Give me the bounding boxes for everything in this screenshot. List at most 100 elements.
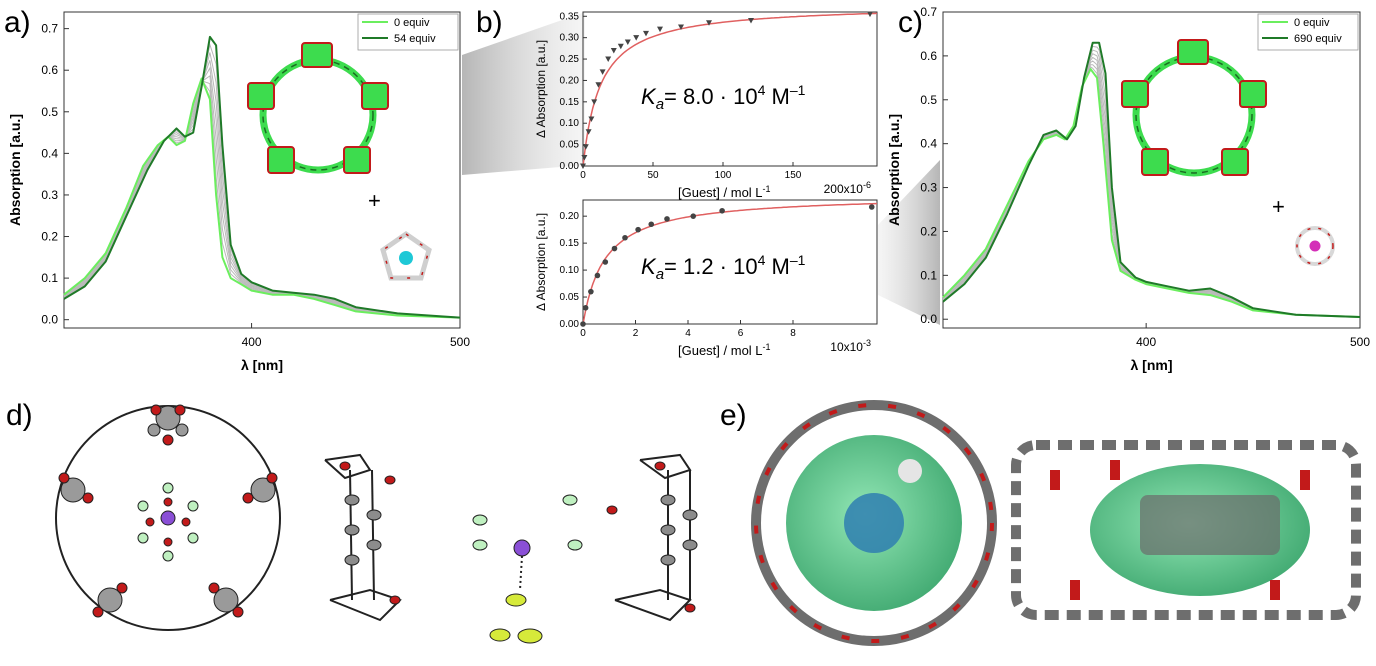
data-point: [580, 321, 586, 327]
data-point: [585, 129, 592, 135]
ka-annotation: Ka= 8.0 · 104 M–1: [641, 82, 806, 113]
x-axis-title: [Guest] / mol L-1: [678, 184, 771, 200]
y-tick-label: 0.10: [560, 265, 580, 276]
data-point: [635, 226, 641, 233]
data-point: [591, 99, 598, 105]
panel-label-c: c): [898, 6, 923, 39]
y-axis-title: Absorption [a.u.]: [7, 114, 23, 226]
y-tick-label: 0.00: [560, 319, 580, 330]
intermediate-trace: [942, 66, 1360, 318]
y-tick-label: 0.7: [920, 5, 937, 19]
plot-frame-b_bottom: [582, 199, 878, 325]
data-point: [657, 26, 663, 33]
plot-frame-a: [63, 11, 461, 329]
data-point: [622, 234, 628, 241]
data-point: [605, 56, 612, 63]
x-multiplier: 200x10-6: [824, 180, 871, 196]
y-tick-label: 0.0: [41, 313, 58, 327]
x-tick-label: 500: [450, 335, 470, 349]
legend-label: 0 equiv: [394, 17, 430, 29]
data-point: [610, 48, 617, 54]
legend-box: [357, 13, 459, 51]
y-tick-label: 0.6: [920, 49, 937, 63]
data-point: [643, 30, 649, 37]
x-tick-label: 100: [715, 170, 732, 181]
data-point: [706, 20, 712, 26]
x-tick-label: 8: [790, 328, 796, 339]
side-metal-ion: [513, 539, 531, 557]
data-point: [748, 18, 754, 24]
panel-label-a: a): [4, 6, 31, 39]
x-tick-label: 4: [685, 328, 691, 339]
fit-curve: [582, 12, 878, 167]
y-tick-label: 0.1: [920, 268, 937, 282]
ka-annotation: Ka= 1.2 · 104 M–1: [641, 252, 806, 283]
y-tick-label: 0.05: [560, 292, 580, 303]
x-multiplier: 10x10-3: [830, 338, 871, 354]
central-metal-ion: [160, 510, 176, 526]
series-line-end: [63, 35, 461, 319]
panel-label-e: e): [720, 399, 747, 432]
y-tick-label: 0.5: [41, 105, 58, 119]
intermediate-trace: [942, 56, 1360, 318]
chart-b-bottom: 0.00 0.05 0.10 0.15 0.20 0 2 4 6 8 10x10-3 [Guest] …: [534, 199, 878, 358]
y-tick-label: 0.35: [560, 11, 580, 22]
data-point: [602, 259, 609, 265]
fit-curve: [582, 202, 877, 325]
panel-label-b: b): [476, 6, 503, 39]
legend-label: 0 equiv: [1294, 17, 1330, 29]
y-tick-label: 0.20: [560, 211, 580, 222]
intermediate-trace: [942, 53, 1360, 318]
legend-label: 690 equiv: [1294, 33, 1342, 45]
chart-c: 0.0 0.1 0.2 0.3 0.4 0.5 0.6 0.7 400 500 λ [nm] Abso…: [886, 5, 1370, 373]
intermediate-trace: [942, 60, 1360, 318]
y-tick-label: 0.1: [41, 271, 58, 285]
x-tick-label: 50: [647, 170, 659, 181]
legend-label: 54 equiv: [394, 33, 436, 45]
y-tick-label: 0.25: [560, 54, 580, 65]
cage-molecule-inset-a: [247, 42, 389, 174]
intermediate-trace: [942, 64, 1360, 318]
y-axis-title: Absorption [a.u.]: [886, 114, 902, 226]
zoom-wedge-a: [462, 12, 585, 175]
cage-molecule-inset-c: [1121, 39, 1267, 177]
data-point: [594, 272, 601, 279]
data-point: [868, 204, 875, 210]
x-tick-label: 400: [242, 335, 262, 349]
y-tick-label: 0.2: [41, 230, 58, 244]
host-guest-model-front: [751, 400, 997, 646]
series-line-start: [63, 77, 461, 319]
crystal-structure-side-view: [324, 453, 698, 644]
data-point: [588, 116, 595, 122]
y-tick-label: 0.6: [41, 63, 58, 77]
y-tick-label: 0.05: [560, 140, 580, 151]
y-tick-label: 0.00: [560, 161, 580, 172]
y-tick-label: 0.3: [41, 188, 58, 202]
data-point: [580, 163, 586, 169]
y-tick-label: 0.4: [41, 146, 58, 160]
data-point: [867, 11, 873, 18]
chart-a: 0.0 0.1 0.2 0.3 0.4 0.5 0.6 0.7 400 500 λ [nm] Abso…: [7, 11, 470, 373]
x-tick-label: 0: [580, 328, 586, 339]
data-point: [595, 82, 602, 88]
panel-label-d: d): [6, 399, 33, 432]
data-point: [719, 207, 725, 214]
data-point: [582, 144, 589, 150]
crown-guest-inset-a: [380, 230, 432, 281]
data-point: [611, 245, 618, 252]
legend-box: [1257, 13, 1359, 51]
x-axis-title: [Guest] / mol L-1: [678, 342, 771, 358]
y-tick-label: 0.15: [560, 97, 580, 108]
y-tick-label: 0.7: [41, 22, 58, 36]
data-point: [588, 288, 594, 295]
y-tick-label: 0.0: [920, 312, 937, 326]
data-point: [581, 154, 588, 161]
data-point: [690, 213, 697, 219]
y-tick-label: 0.3: [920, 181, 937, 195]
zoom-wedge-c: [878, 160, 940, 325]
crown-guest-inset-c: [1295, 226, 1335, 266]
x-axis-title: λ [nm]: [1131, 357, 1173, 373]
y-tick-label: 0.15: [560, 238, 580, 249]
y-tick-label: 0.20: [560, 75, 580, 86]
